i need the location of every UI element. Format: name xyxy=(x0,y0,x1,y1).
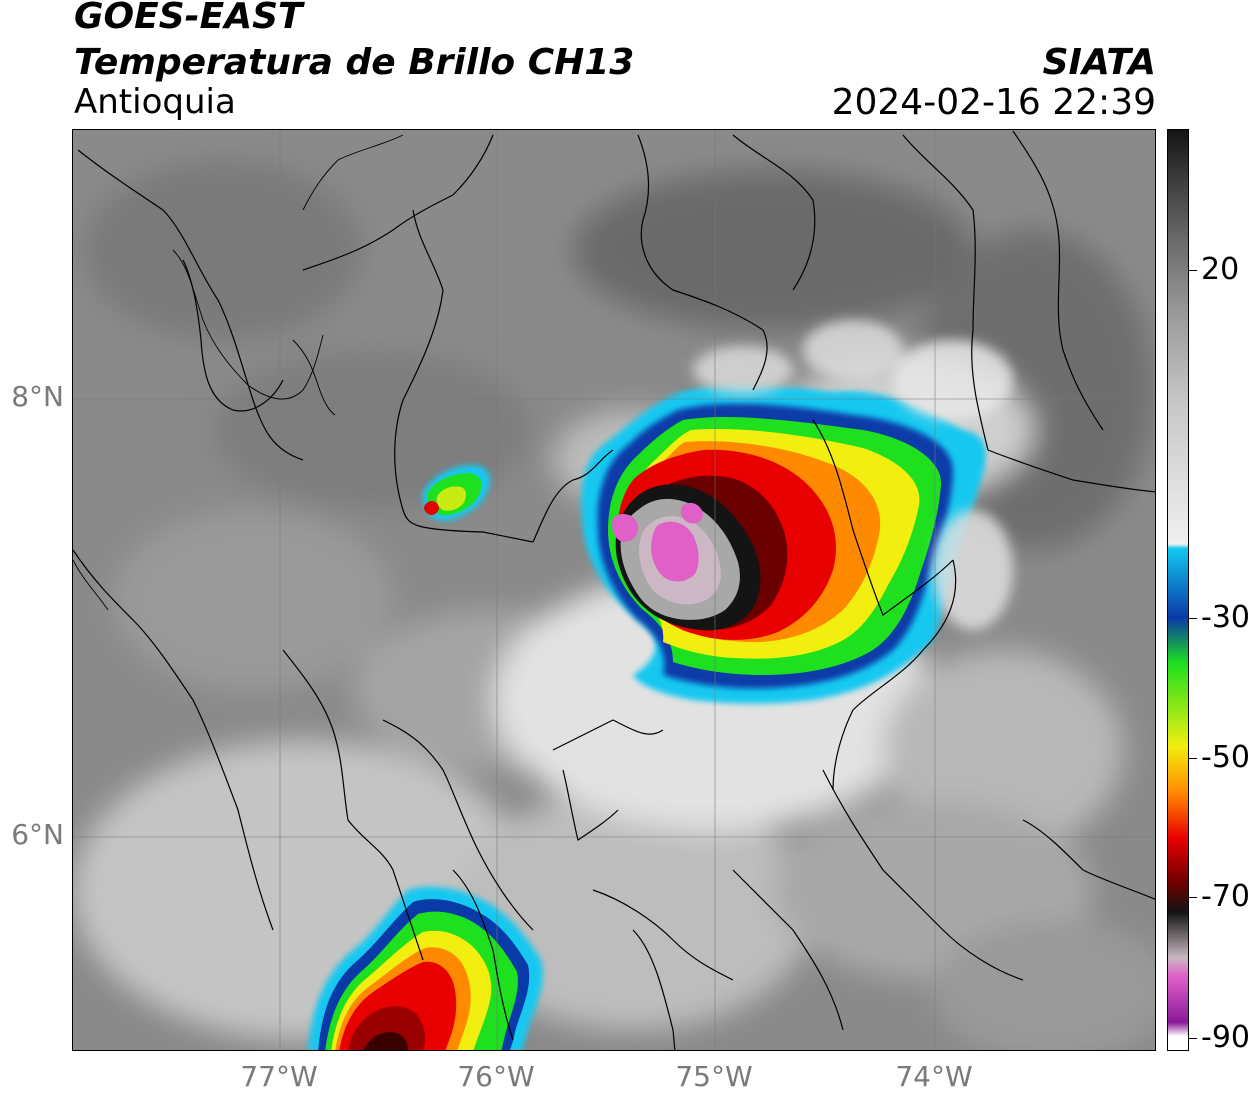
timestamp-label: 2024-02-16 22:39 xyxy=(831,82,1156,123)
lon-label-76w: 76°W xyxy=(457,1060,535,1093)
lat-label-6n: 6°N xyxy=(11,818,64,851)
colorbar-tick xyxy=(1189,618,1197,619)
colorbar-tick xyxy=(1189,758,1197,759)
colorbar-label-neg70: -70 xyxy=(1201,879,1250,914)
satellite-map[interactable] xyxy=(72,129,1156,1051)
colorbar-label-neg50: -50 xyxy=(1201,740,1250,775)
satellite-title: GOES-EAST xyxy=(74,0,303,37)
product-title: Temperatura de Brillo CH13 xyxy=(74,42,635,83)
colorbar-label-neg30: -30 xyxy=(1201,600,1250,635)
lon-label-74w: 74°W xyxy=(895,1060,973,1093)
colorbar-tick xyxy=(1189,1038,1197,1039)
organization-label: SIATA xyxy=(1042,42,1156,83)
colorbar-tick xyxy=(1189,897,1197,898)
region-label: Antioquia xyxy=(74,82,236,122)
storm-cell-small xyxy=(422,465,490,521)
lon-label-75w: 75°W xyxy=(675,1060,753,1093)
colorbar-label-20: 20 xyxy=(1201,252,1240,287)
coastline xyxy=(73,134,404,611)
lon-label-77w: 77°W xyxy=(240,1060,318,1093)
admin-boundaries xyxy=(73,130,1155,1050)
storm-cell-main xyxy=(581,385,986,704)
colorbar-tick xyxy=(1189,270,1197,271)
storm-cell-bottom xyxy=(308,886,543,1050)
colorbar xyxy=(1167,129,1189,1051)
lat-label-8n: 8°N xyxy=(11,380,64,413)
colorbar-label-neg90: -90 xyxy=(1201,1020,1250,1055)
map-canvas xyxy=(73,130,1155,1050)
